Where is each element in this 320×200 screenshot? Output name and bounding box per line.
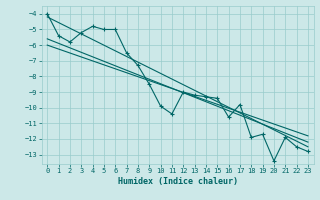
X-axis label: Humidex (Indice chaleur): Humidex (Indice chaleur) xyxy=(118,177,237,186)
